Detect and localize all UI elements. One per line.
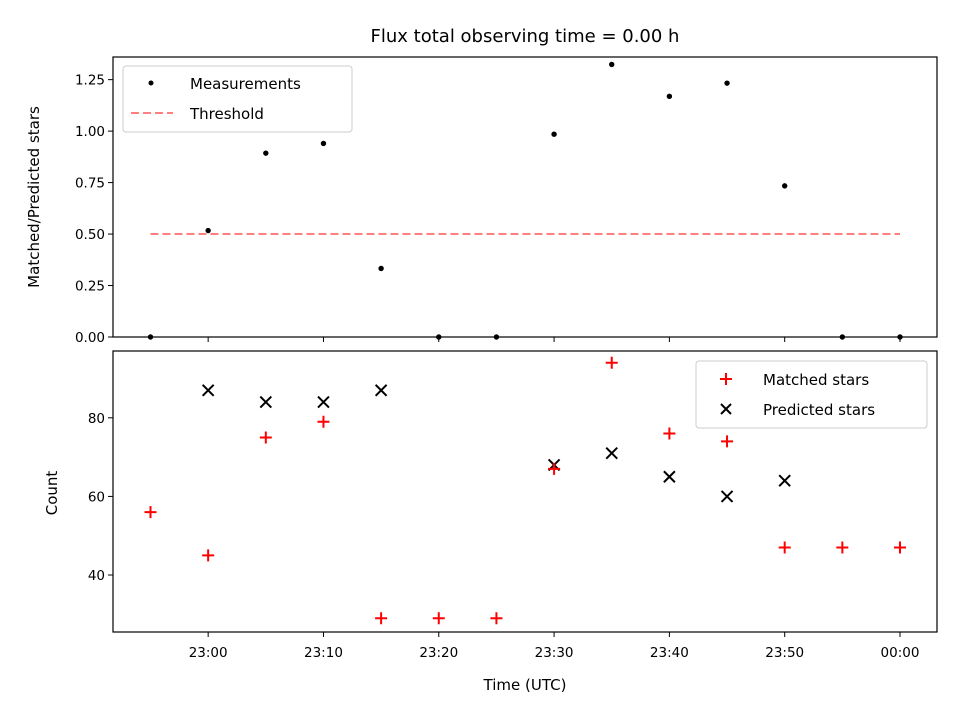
matched-star-point bbox=[778, 541, 791, 554]
x-tick-label: 23:20 bbox=[419, 645, 458, 661]
matched-star-point bbox=[317, 415, 330, 428]
predicted-star-point bbox=[720, 490, 734, 503]
top-legend: Measurements Threshold bbox=[122, 65, 353, 133]
matched-star-point bbox=[836, 541, 849, 554]
counts-plot: Count Time (UTC) 40 60 80 23:00 23:10 23:20 2… bbox=[43, 350, 938, 694]
predicted-star-point bbox=[663, 470, 676, 483]
matched-star-point bbox=[663, 427, 676, 440]
x-axis-label: Time (UTC) bbox=[483, 676, 567, 694]
measurement-point bbox=[551, 131, 557, 137]
x-tick-label: 23:50 bbox=[765, 645, 804, 661]
top-plot-frame bbox=[112, 56, 938, 338]
x-tick-label: 00:00 bbox=[881, 645, 920, 661]
matched-star-point bbox=[202, 549, 215, 562]
measurement-point bbox=[263, 150, 269, 156]
top-legend-box bbox=[122, 65, 353, 133]
legend-predicted-label: Predicted stars bbox=[763, 401, 875, 419]
x-tick-label: 23:30 bbox=[535, 645, 574, 661]
legend-measurements-marker bbox=[148, 80, 154, 86]
predicted-star-point bbox=[259, 395, 273, 409]
top-y-tick-label: 0.00 bbox=[75, 330, 105, 346]
predicted-star-point bbox=[605, 446, 618, 460]
top-y-tick-label: 1.00 bbox=[75, 124, 105, 140]
x-tick-label: 23:00 bbox=[189, 645, 228, 661]
bottom-y-tick-label: 80 bbox=[88, 411, 105, 427]
bottom-legend-box bbox=[695, 360, 928, 429]
predicted-star-point bbox=[374, 384, 388, 397]
bottom-legend: Matched stars Predicted stars bbox=[695, 360, 928, 429]
legend-measurements-label: Measurements bbox=[190, 75, 301, 93]
predicted-star-point bbox=[317, 395, 330, 409]
top-y-tick-label: 0.75 bbox=[75, 176, 105, 192]
measurement-point bbox=[666, 93, 673, 100]
top-y-tick-label: 0.25 bbox=[75, 279, 105, 295]
predicted-star-point bbox=[778, 474, 791, 487]
matched-star-point bbox=[259, 431, 272, 444]
bottom-y-tick-label: 40 bbox=[88, 568, 105, 584]
bottom-plot-frame bbox=[112, 350, 938, 633]
predicted-star-point bbox=[201, 384, 215, 397]
top-y-tick-label: 1.25 bbox=[75, 73, 105, 89]
bottom-y-tick-label: 60 bbox=[88, 489, 105, 505]
x-tick-label: 23:40 bbox=[650, 645, 689, 661]
legend-matched-label: Matched stars bbox=[763, 371, 869, 389]
top-y-axis-label: Matched/Predicted stars bbox=[25, 106, 43, 288]
legend-predicted-marker bbox=[720, 403, 732, 415]
matched-star-point bbox=[548, 462, 561, 475]
matched-star-point bbox=[721, 435, 734, 448]
measurement-point bbox=[724, 80, 730, 86]
measurement-point bbox=[781, 183, 788, 189]
measurement-point bbox=[378, 265, 384, 272]
matched-star-point bbox=[375, 612, 388, 625]
matched-star-point bbox=[490, 612, 503, 625]
measurement-point bbox=[609, 61, 615, 68]
matched-star-point bbox=[144, 506, 157, 519]
ratio-plot: Flux total observing time = 0.00 h Match… bbox=[25, 26, 938, 346]
matched-star-point bbox=[432, 612, 445, 625]
x-tick-label: 23:10 bbox=[304, 645, 343, 661]
matched-star-point bbox=[894, 541, 906, 554]
legend-matched-marker bbox=[720, 373, 732, 385]
legend-threshold-label: Threshold bbox=[189, 105, 264, 123]
matched-star-point bbox=[605, 356, 618, 369]
top-y-tick-label: 0.50 bbox=[75, 227, 105, 243]
bottom-y-axis-label: Count bbox=[43, 471, 61, 516]
measurement-point bbox=[320, 140, 327, 147]
measurement-point bbox=[205, 227, 211, 234]
chart-title: Flux total observing time = 0.00 h bbox=[371, 26, 680, 47]
